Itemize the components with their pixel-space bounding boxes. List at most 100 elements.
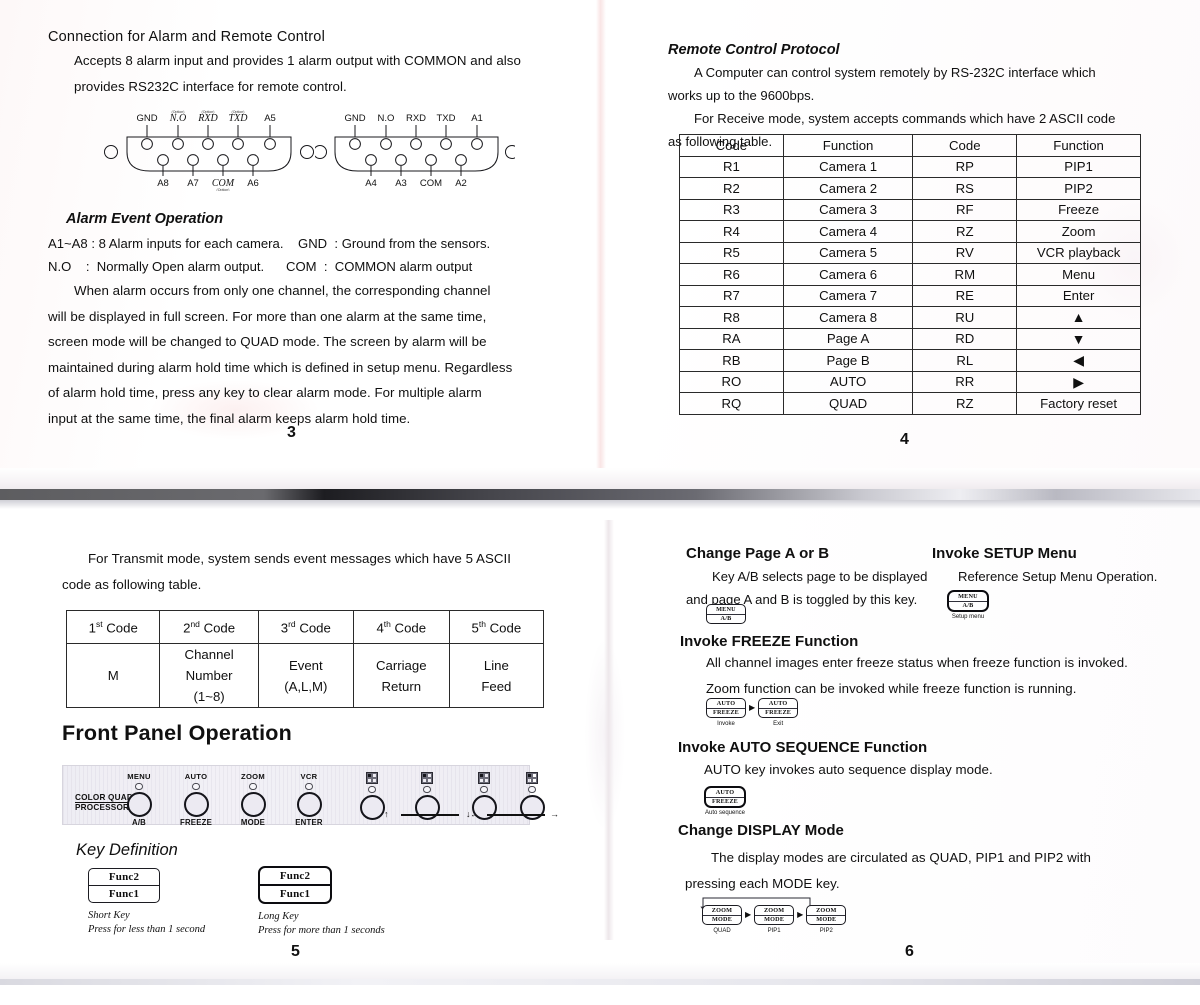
quad-display-icon (421, 772, 433, 784)
freeze-line1: All channel images enter freeze status w… (706, 655, 1128, 670)
legend-sep-3: : (323, 259, 328, 274)
table-cell-r9-c2: RL (912, 349, 1018, 372)
svg-text:(Option): (Option) (217, 188, 230, 191)
svg-text:A7: A7 (187, 178, 199, 189)
panel-round-button[interactable] (359, 794, 385, 820)
alarm-para-line-0: When alarm occurs from only one channel,… (74, 283, 491, 298)
svg-text:A8: A8 (157, 178, 169, 189)
mode-flow-arrow-2-icon: ▶ (797, 910, 804, 920)
book-gutter-top (596, 0, 606, 470)
table-cell-r2-c0: R3 (679, 198, 784, 221)
table-row: RB Page B RL ◀ (679, 349, 1141, 372)
dir-bar-line-2 (487, 814, 545, 816)
p4-line-2: For Receive mode, system accepts command… (694, 111, 1116, 126)
panel-brand: COLOR QUAD PROCESSOR (75, 793, 133, 812)
table-cell-r1-c2: RS (912, 177, 1018, 200)
mode-quad-key-glyph: ZOOM MODE (702, 905, 742, 926)
xmit-col-header-1: 1st Code (65, 610, 161, 644)
xmit-cell-1: M (65, 643, 161, 708)
p4-line-1: works up to the 9600bps. (668, 88, 815, 103)
table-cell-r10-c3: ▶ (1016, 370, 1141, 393)
remote-code-table: Code Function Code Function R1 Camera 1 RP… (679, 134, 1141, 415)
ord-2: 2 (183, 620, 191, 636)
p4-line-0: A Computer can control system remotely b… (694, 65, 1096, 80)
remote-code-table-body: R1 Camera 1 RP PIP1 R2 Camera 2 RS PIP2 R3 Camera… (679, 155, 1141, 415)
xmit-cell-2: Channel Number (1~8) (159, 643, 259, 708)
menu-ab-key-top: MENU (707, 605, 745, 615)
panel-button-mode[interactable]: ZOOM MODE (230, 772, 276, 827)
panel-round-button[interactable] (126, 791, 152, 817)
panel-led-indicator (192, 782, 200, 790)
rest-1: Code (102, 620, 138, 636)
p5-line-1: code as following table. (62, 576, 202, 592)
table-cell-r7-c1: Camera 8 (782, 306, 914, 329)
scan-edge-shadow (0, 500, 1200, 509)
setup-menu-key-glyph: MENU A/B (947, 590, 989, 613)
scan-bottom-white (0, 985, 1200, 1005)
scan-edge-highlight-top (0, 468, 1200, 490)
freeze-text: All channel images enter freeze status w… (680, 650, 1130, 701)
short-key-title: Short Key (88, 910, 130, 921)
ord-4: 4 (376, 620, 384, 636)
table-cell-r1-c3: PIP2 (1016, 177, 1141, 200)
table-cell-r0-c1: Camera 1 (782, 155, 914, 178)
scan-edge-highlight-bottom (0, 963, 1200, 979)
sup-2: nd (190, 618, 200, 629)
setup-menu-key-top: MENU (949, 592, 987, 602)
table-cell-r9-c0: RB (679, 349, 784, 372)
quad-display-icon (478, 772, 490, 784)
panel-round-button[interactable] (183, 791, 209, 817)
brand-line1: COLOR QUAD (75, 793, 133, 803)
col-header-code-2: Code (912, 134, 1018, 157)
auto-sequence-caption: Auto sequence (704, 810, 746, 817)
table-row: R7 Camera 7 RE Enter (679, 284, 1141, 307)
svg-text:A3: A3 (395, 178, 407, 189)
panel-button-quad-4[interactable] (349, 772, 395, 820)
panel-button-a-b[interactable]: MENU A/B (116, 772, 162, 827)
rest-4: Code (390, 620, 427, 636)
panel-round-button[interactable] (240, 791, 266, 817)
table-cell-r7-c0: R8 (679, 306, 784, 329)
sup-3: rd (288, 618, 296, 629)
long-key-func2: Func2 (260, 868, 330, 886)
table-cell-r6-c1: Camera 7 (782, 284, 914, 307)
long-key-caption: Long Key Press for more than 1 seconds (258, 910, 385, 937)
xmit-cell-1-l1: M (107, 668, 119, 683)
table-row: RO AUTO RR ▶ (679, 370, 1141, 393)
svg-text:GND: GND (344, 113, 365, 124)
change-page-line2: and page A and B is toggled by this key. (686, 592, 918, 607)
table-cell-r0-c3: PIP1 (1016, 155, 1141, 178)
auto-sequence-heading: Invoke AUTO SEQUENCE Function (678, 739, 928, 756)
table-cell-r3-c2: RZ (912, 220, 1018, 243)
sup-5: th (478, 618, 486, 629)
table-cell-r10-c1: AUTO (782, 370, 914, 393)
p5-line-0: For Transmit mode, system sends event me… (88, 551, 512, 566)
panel-button-enter[interactable]: VCR ENTER (286, 772, 332, 827)
transmit-header-row: 1st Code 2nd Code 3rd Code 4th Code 5th … (65, 610, 545, 644)
svg-text:(Option): (Option) (232, 110, 245, 114)
legend-desc-1: Ground from the sensors. (341, 236, 491, 251)
sup-1: st (95, 618, 103, 629)
ord-1: 1 (88, 620, 96, 636)
panel-button-bottom-label: ENTER (295, 818, 323, 827)
change-page-key: MENU A/B (706, 604, 746, 625)
panel-round-button[interactable] (296, 791, 322, 817)
mode-flow-arrow-1-icon: ▶ (745, 910, 752, 920)
freeze-exit-key-bottom: FREEZE (765, 709, 792, 717)
table-row: R2 Camera 2 RS PIP2 (679, 177, 1141, 200)
key-definition-short: Func2 Func1 Short Key Press for less tha… (88, 868, 205, 936)
mode-pip1-key-top: ZOOM (755, 906, 794, 916)
table-row: R6 Camera 6 RM Menu (679, 263, 1141, 286)
auto-sequence-text: AUTO key invokes auto sequence display m… (678, 757, 1108, 783)
legend-key-0: A1~A8 (48, 236, 88, 251)
short-key-glyph: Func2 Func1 (88, 868, 160, 903)
svg-text:COM: COM (212, 178, 235, 189)
quad-display-icon (526, 772, 538, 784)
table-cell-r11-c2: RZ (912, 392, 1018, 415)
panel-button-freeze[interactable]: AUTO FREEZE (173, 772, 219, 827)
display-mode-line2: pressing each MODE key. (685, 875, 840, 891)
table-cell-r6-c2: RE (912, 284, 1018, 307)
table-cell-r4-c2: RV (912, 241, 1018, 264)
table-cell-r4-c0: R5 (679, 241, 784, 264)
alarm-para-line-2: screen mode will be changed to QUAD mode… (48, 334, 487, 349)
